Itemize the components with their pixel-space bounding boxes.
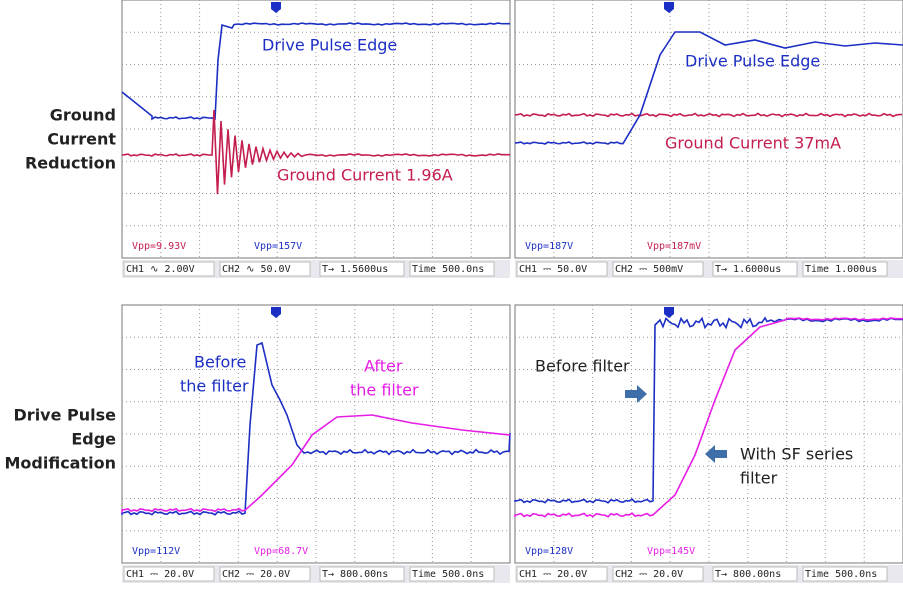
row-label: Current bbox=[47, 130, 116, 149]
scope-panel: Drive Pulse Edge Ground Current 1.96A Vpp=… bbox=[122, 0, 510, 278]
readout: Vpp=145V bbox=[647, 546, 695, 557]
annotation: the filter bbox=[180, 377, 249, 396]
status-item: Time 500.0ns bbox=[412, 264, 484, 275]
status-item: CH1 ⎓ 20.0V bbox=[126, 569, 194, 580]
status-item: T→ 800.00ns bbox=[715, 569, 781, 580]
status-item: T→ 1.5600us bbox=[322, 264, 388, 275]
status-item: CH2 ∿ 50.0V bbox=[222, 264, 291, 275]
scope-panel: Before the filter After the filter Vpp=112V V… bbox=[122, 305, 510, 583]
scope-panel: Drive Pulse Edge Ground Current 37mA Vpp=1… bbox=[515, 0, 903, 278]
annotation: Drive Pulse Edge bbox=[262, 36, 397, 55]
status-item: CH2 ⎓ 500mV bbox=[615, 264, 683, 275]
status-item: Time 500.0ns bbox=[412, 569, 484, 580]
status-item: CH2 ⎓ 20.0V bbox=[222, 569, 290, 580]
status-item: CH1 ⎓ 50.0V bbox=[519, 264, 587, 275]
readout: Vpp=187mV bbox=[647, 241, 701, 252]
row-label: Ground bbox=[50, 106, 116, 125]
annotation: Ground Current 1.96A bbox=[277, 166, 453, 185]
status-item: CH2 ⎓ 20.0V bbox=[615, 569, 683, 580]
readout: Vpp=187V bbox=[525, 241, 573, 252]
status-item: T→ 1.6000us bbox=[715, 264, 781, 275]
annotation: Before bbox=[194, 353, 246, 372]
row-label: Drive Pulse bbox=[14, 406, 117, 425]
readout: Vpp=128V bbox=[525, 546, 573, 557]
status-item: T→ 800.00ns bbox=[322, 569, 388, 580]
readout: Vpp=157V bbox=[254, 241, 302, 252]
status-item: CH1 ⎓ 20.0V bbox=[519, 569, 587, 580]
annotation: Before filter bbox=[535, 357, 630, 376]
status-item: CH1 ∿ 2.00V bbox=[126, 264, 195, 275]
row-label: Edge bbox=[71, 430, 116, 449]
readout: Vpp=112V bbox=[132, 546, 180, 557]
row-label: Modification bbox=[4, 454, 116, 473]
status-item: Time 500.0ns bbox=[805, 569, 877, 580]
status-item: Time 1.000us bbox=[805, 264, 877, 275]
row-label: Reduction bbox=[25, 154, 116, 173]
scope-figure: Ground Current Reduction Drive Pulse Edge Mod… bbox=[0, 0, 903, 586]
annotation: filter bbox=[740, 469, 778, 488]
readout: Vpp=9.93V bbox=[132, 241, 186, 252]
scope-panel: Before filter With SF series filter Vpp=128… bbox=[515, 305, 903, 583]
annotation: Drive Pulse Edge bbox=[685, 52, 820, 71]
annotation: the filter bbox=[350, 381, 419, 400]
readout: Vpp=68.7V bbox=[254, 546, 308, 557]
annotation: With SF series bbox=[740, 445, 853, 464]
annotation: After bbox=[364, 357, 403, 376]
annotation: Ground Current 37mA bbox=[665, 134, 841, 153]
